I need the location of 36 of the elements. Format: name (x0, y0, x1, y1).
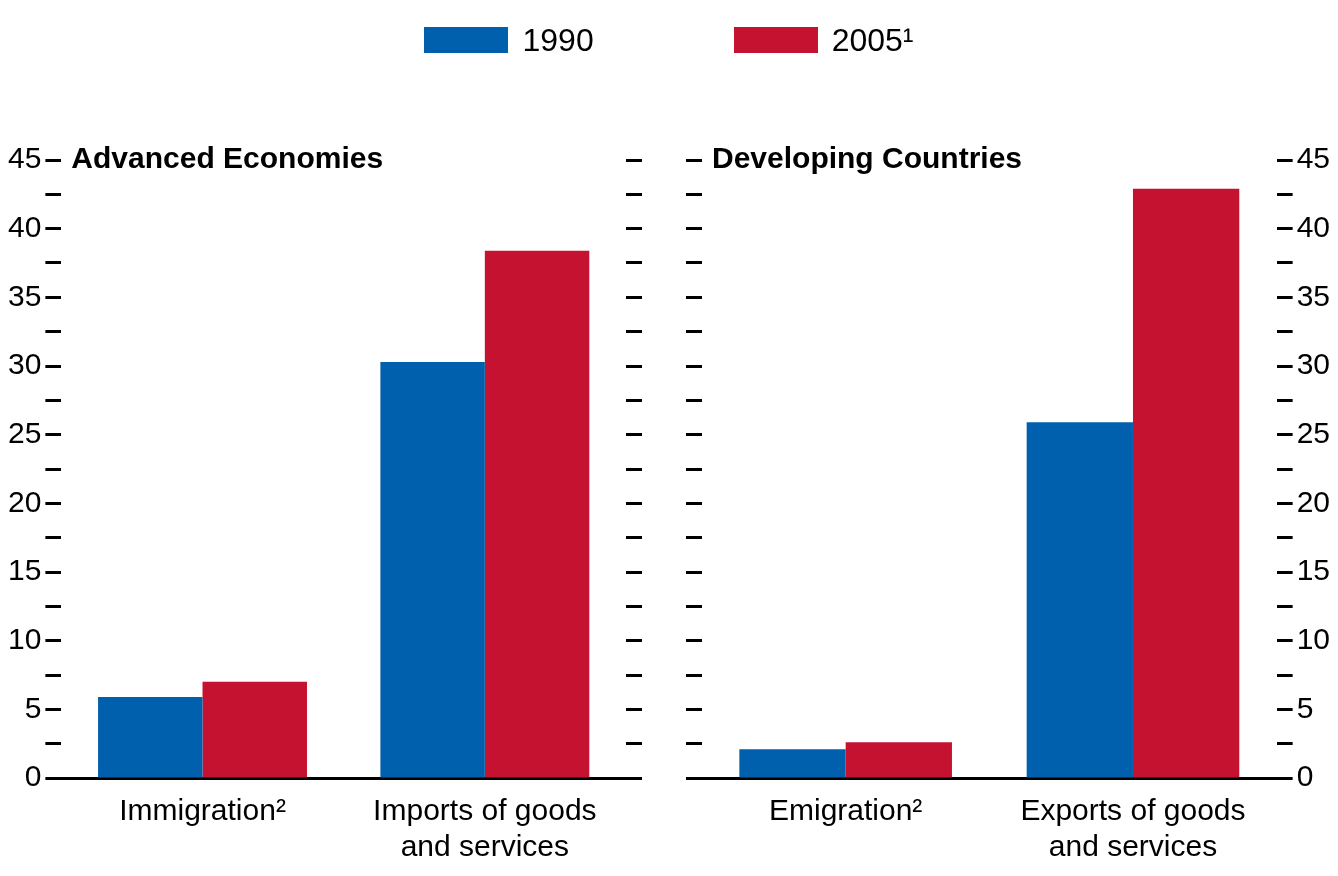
y-tick-label: 5 (24, 690, 42, 724)
bar (1132, 188, 1240, 778)
legend-label: 2005¹ (831, 21, 914, 59)
y-tick-label: 0 (24, 759, 42, 793)
y-tick-label: 20 (7, 484, 42, 518)
x-tick-label: Exports of goods and services (1020, 793, 1246, 863)
bar (202, 681, 307, 778)
legend-label: 1990 (522, 21, 594, 59)
y-tick-label: 35 (7, 278, 42, 312)
x-tick-label: Imports of goods and services (373, 793, 597, 863)
y-tick-label: 35 (1296, 278, 1331, 312)
bar (380, 361, 485, 778)
y-tick-label: 30 (7, 347, 42, 381)
y-tick-label: 10 (7, 621, 42, 655)
bar (1026, 422, 1133, 778)
y-tick-label: 40 (1296, 209, 1331, 243)
y-tick-label: 5 (1296, 690, 1314, 724)
y-tick-label: 40 (7, 209, 42, 243)
chart-title: Advanced Economies (71, 141, 384, 175)
y-tick-label: 25 (7, 415, 42, 449)
y-tick-label: 45 (7, 141, 42, 175)
chart-title: Developing Countries (712, 141, 1023, 175)
bar (484, 250, 590, 778)
y-tick-label: 15 (7, 553, 42, 587)
bar (98, 696, 203, 778)
x-tick-label: Emigration² (768, 793, 923, 827)
bar (845, 742, 952, 778)
y-tick-label: 15 (1296, 553, 1331, 587)
bar (739, 749, 846, 778)
x-tick-label: Immigration² (119, 793, 286, 827)
y-tick-label: 25 (1296, 415, 1331, 449)
y-tick-label: 0 (1296, 759, 1314, 793)
y-tick-label: 30 (1296, 347, 1331, 381)
y-tick-label: 20 (1296, 484, 1331, 518)
y-tick-label: 10 (1296, 621, 1331, 655)
y-tick-label: 45 (1296, 141, 1331, 175)
